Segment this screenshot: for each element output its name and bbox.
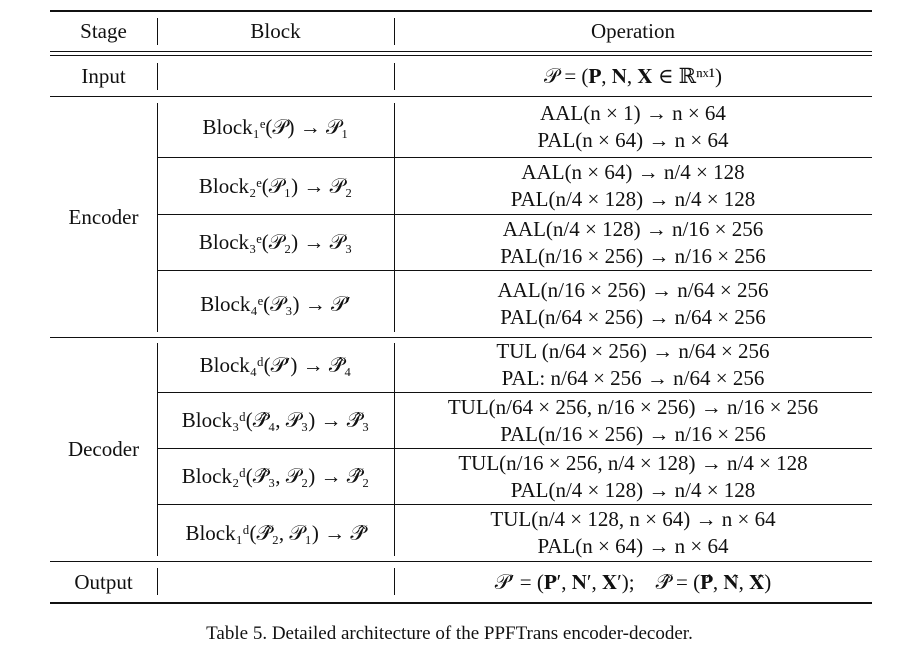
decoder-op-3-pal: PAL(n/16 × 256) → n/16 × 256	[500, 421, 766, 446]
dec-row-sep-2	[157, 448, 872, 449]
output-stage: Output	[74, 569, 133, 594]
encoder-rule	[50, 337, 872, 338]
header-block: Block	[250, 19, 301, 43]
vrule-header-a	[157, 18, 158, 45]
vrule-decoder-a	[157, 343, 158, 556]
decoder-op-4: TUL (n/64 × 256) → n/64 × 256 PAL: n/64 …	[394, 338, 872, 392]
encoder-op-4-pal: PAL(n/64 × 256) → n/64 × 256	[500, 305, 766, 329]
bottom-rule	[50, 602, 872, 604]
vrule-input-a	[157, 63, 158, 90]
header-stage: Stage	[80, 19, 127, 43]
encoder-op-1-aal: AAL(n × 1) → n × 64	[540, 101, 726, 125]
encoder-op-3-aal: AAL(n/4 × 128) → n/16 × 256	[502, 216, 764, 241]
encoder-op-3-pal: PAL(n/16 × 256) → n/16 × 256	[500, 243, 766, 268]
vrule-output-b	[394, 568, 395, 595]
vrule-decoder-b	[394, 343, 395, 556]
vrule-encoder-a	[157, 103, 158, 332]
decoder-op-2-pal: PAL(n/4 × 128) → n/4 × 128	[510, 477, 756, 502]
encoder-op-1-pal: PAL(n × 64) → n × 64	[537, 128, 729, 152]
encoder-block-2: Block₂ᵉ(𝒫₁) → 𝒫₂	[198, 173, 353, 198]
vrule-output-a	[157, 568, 158, 595]
encoder-op-3: AAL(n/4 × 128) → n/16 × 256 PAL(n/16 × 2…	[394, 215, 872, 270]
vrule-encoder-b	[394, 103, 395, 332]
encoder-op-2-aal: AAL(n × 64) → n/4 × 128	[521, 160, 745, 184]
decoder-op-1: TUL(n/4 × 128, n × 64) → n × 64 PAL(n × …	[394, 505, 872, 561]
decoder-rule	[50, 561, 872, 562]
enc-row-sep-3	[157, 270, 872, 271]
input-block	[157, 56, 394, 96]
dec-row-sep-1	[157, 392, 872, 393]
decoder-block-4: Block₄ᵈ(𝒫′) → 𝒫̂₄	[199, 352, 352, 377]
header-rule-2	[50, 55, 872, 56]
header-rule-1	[50, 51, 872, 52]
vrule-header-b	[394, 18, 395, 45]
input-rule	[50, 96, 872, 97]
dec-row-sep-3	[157, 504, 872, 505]
decoder-op-2-tul: TUL(n/16 × 256, n/4 × 128) → n/4 × 128	[458, 450, 808, 475]
decoder-block-2: Block₂ᵈ(𝒫̂₃, 𝒫₂) → 𝒫̂₂	[181, 464, 370, 488]
enc-row-sep-2	[157, 214, 872, 215]
encoder-op-1: AAL(n × 1) → n × 64 PAL(n × 64) → n × 64	[394, 97, 872, 157]
encoder-stage: Encoder	[68, 204, 139, 229]
output-operation: 𝒫′ = (𝐏′, 𝐍′, 𝐗′); 𝒫̂ = (𝐏̂, 𝐍̂, 𝐗̂)	[494, 569, 772, 594]
encoder-op-4: AAL(n/16 × 256) → n/64 × 256 PAL(n/64 × …	[394, 271, 872, 337]
input-operation: 𝒫 = (𝐏, 𝐍, 𝐗 ∈ ℝⁿˣ¹)	[543, 63, 723, 88]
decoder-op-3: TUL(n/64 × 256, n/16 × 256) → n/16 × 256…	[394, 393, 872, 448]
architecture-table: Stage Block Operation Input 𝒫 = (𝐏, 𝐍, 𝐗…	[50, 10, 872, 610]
encoder-op-4-aal: AAL(n/16 × 256) → n/64 × 256	[497, 278, 769, 302]
decoder-op-3-tul: TUL(n/64 × 256, n/16 × 256) → n/16 × 256	[447, 394, 819, 419]
decoder-stage: Decoder	[67, 437, 140, 461]
input-stage: Input	[81, 63, 126, 88]
encoder-op-2: AAL(n × 64) → n/4 × 128 PAL(n/4 × 128) →…	[394, 158, 872, 214]
encoder-block-3: Block₃ᵉ(𝒫₂) → 𝒫₃	[198, 230, 353, 254]
decoder-op-1-tul: TUL(n/4 × 128, n × 64) → n × 64	[490, 507, 776, 531]
top-rule	[50, 10, 872, 12]
decoder-op-2: TUL(n/16 × 256, n/4 × 128) → n/4 × 128 P…	[394, 449, 872, 504]
decoder-block-1: Block₁ᵈ(𝒫̂₂, 𝒫₁) → 𝒫̂	[185, 520, 366, 545]
enc-row-sep-1	[157, 157, 872, 158]
decoder-block-3: Block₃ᵈ(𝒫̂₄, 𝒫₃) → 𝒫̂₃	[181, 408, 370, 432]
decoder-op-4-pal: PAL: n/64 × 256 → n/64 × 256	[501, 366, 765, 390]
decoder-op-4-tul: TUL (n/64 × 256) → n/64 × 256	[496, 339, 770, 363]
encoder-op-2-pal: PAL(n/4 × 128) → n/4 × 128	[510, 187, 756, 211]
encoder-block-4: Block₄ᵉ(𝒫₃) → 𝒫′	[200, 291, 351, 316]
vrule-input-b	[394, 63, 395, 90]
encoder-block-1: Block₁ᵉ(𝒫) → 𝒫₁	[202, 114, 349, 139]
header-operation: Operation	[591, 19, 675, 43]
output-block	[157, 562, 394, 602]
decoder-op-1-pal: PAL(n × 64) → n × 64	[537, 534, 729, 558]
table-caption: Table 5. Detailed architecture of the PP…	[206, 623, 693, 644]
